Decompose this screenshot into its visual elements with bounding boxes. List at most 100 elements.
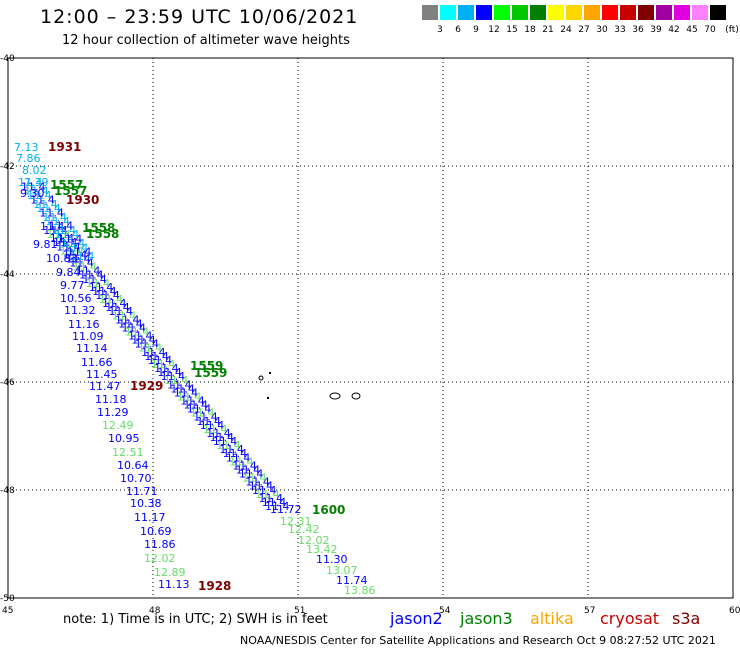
track-trail-mark: 11.4	[245, 476, 270, 489]
legend-label: 9	[473, 25, 479, 35]
lat-tick-label: -48	[0, 486, 15, 496]
track-value: 11.17	[134, 511, 166, 524]
track-trail-mark: 11.4	[64, 241, 89, 254]
track-trail-mark: 11.4	[76, 265, 101, 278]
track-trail-mark: 11.4	[73, 261, 98, 274]
track-value: 12.51	[112, 446, 144, 459]
legend-swatch	[440, 5, 456, 20]
page-subtitle: 12 hour collection of altimeter wave hei…	[62, 33, 350, 48]
legend-label: 45	[686, 25, 698, 35]
track-trail-mark: 11.4	[200, 419, 225, 432]
track-value: 12.02	[298, 534, 330, 547]
track-trail-mark: 11.4	[61, 237, 86, 250]
legend-swatch	[530, 5, 546, 20]
legend-label: 21	[542, 25, 554, 35]
satellite-name: cryosat	[600, 609, 660, 628]
track-trail-mark: 11.4	[157, 366, 182, 379]
track-value: 13.42	[306, 543, 338, 556]
track-trail-mark: 11.4	[33, 198, 58, 211]
pass-time-label: 1558	[86, 227, 119, 241]
island-outline	[267, 397, 269, 399]
pass-time-label: 1931	[48, 140, 81, 154]
pass-time-label: 1930	[66, 193, 99, 207]
track-trail-mark: 11.4	[79, 269, 104, 282]
legend-label: 33	[614, 25, 626, 35]
track-value: 10.70	[120, 472, 152, 485]
track-value: 11.09	[72, 330, 104, 343]
track-trail-mark: 11.4	[265, 500, 290, 513]
track-trail-mark: 11.4	[27, 189, 51, 202]
lon-tick-label: 57	[584, 606, 595, 616]
track-trail-mark: 11.4	[203, 423, 228, 436]
track-trail-mark: 11.4	[262, 496, 287, 509]
track-trail-mark: 11.4	[226, 451, 251, 464]
track-trail-mark: 11.4	[18, 176, 43, 189]
track-trail-mark: 11.4	[56, 240, 81, 253]
lon-tick-label: 45	[2, 606, 13, 616]
track-value: 10.69	[140, 525, 172, 538]
track-value: 7.39	[24, 176, 49, 189]
legend-swatch	[422, 5, 438, 20]
track-value: 13.07	[326, 564, 358, 577]
track-value: 12.89	[154, 566, 186, 579]
track-trail-mark: 11.4	[151, 358, 176, 371]
track-trail-mark: 11.4	[122, 321, 146, 334]
legend-label: 27	[578, 25, 590, 35]
island-outline	[329, 392, 341, 400]
lat-tick-label: -50	[0, 594, 15, 604]
track-trail-mark: 11.4	[52, 224, 77, 237]
legend-unit: (ft)	[725, 25, 739, 35]
track-trail-mark: 11.4	[49, 220, 74, 233]
legend-swatch	[548, 5, 564, 20]
track-trail-mark: 11.4	[249, 480, 274, 493]
legend-swatch	[584, 5, 600, 20]
track-value: 11.30	[316, 553, 348, 566]
legend-label: 24	[560, 25, 572, 35]
track-trail-mark: 11.4	[148, 354, 173, 367]
track-trail-mark: 11.4	[86, 277, 111, 290]
lat-tick-label: -46	[0, 378, 15, 388]
track-trail-mark: 11.4	[131, 334, 156, 347]
pass-time-label: 1559	[190, 359, 223, 373]
track-trail-mark: 11.4	[229, 455, 254, 468]
track-trail-mark: 11.4	[55, 228, 80, 241]
pass-time-label: 1557	[50, 178, 83, 192]
track-value: 11.86	[144, 538, 176, 551]
track-trail-mark: 11.4	[24, 185, 48, 198]
track-value: 10.64	[117, 459, 149, 472]
track-trail-mark: 11.4	[138, 342, 163, 355]
legend-swatch	[512, 5, 528, 20]
pass-time-label: 1600	[312, 503, 345, 517]
track-trail-mark: 11.4	[213, 435, 238, 448]
track-trail-mark: 11.4	[42, 211, 67, 224]
satellite-name: jason3	[460, 609, 513, 628]
track-value: 8.02	[22, 164, 47, 177]
page-title: 12:00 – 23:59 UTC 10/06/2021	[40, 6, 359, 28]
track-trail-mark: 11.4	[105, 301, 130, 314]
track-trail-mark: 11.4	[242, 472, 267, 485]
track-value: 11.66	[81, 356, 113, 369]
track-trail-mark: 11.4	[128, 330, 153, 343]
track-value: 10.95	[108, 432, 140, 445]
track-value: 12.31	[280, 515, 312, 528]
track-trail-mark: 11.4	[50, 232, 75, 245]
footer-credit: NOAA/NESDIS Center for Satellite Applica…	[240, 634, 716, 647]
track-trail-mark: 11.4	[206, 427, 231, 440]
legend-swatch	[602, 5, 618, 20]
island-outline	[351, 392, 361, 400]
pass-time-label: 1557	[54, 184, 87, 198]
legend-label: 3	[437, 25, 443, 35]
track-value: 11.74	[336, 574, 368, 587]
track-trail-mark: 11.4	[30, 193, 55, 206]
track-trail-mark: 11.4	[219, 443, 244, 456]
track-trail-mark: 11.4	[108, 305, 133, 318]
track-trail-mark: 11.4	[46, 215, 71, 228]
legend-swatch	[638, 5, 654, 20]
track-trail-mark: 11.4	[144, 350, 169, 363]
legend-label: 39	[650, 25, 662, 35]
lon-tick-label: 51	[294, 606, 305, 616]
legend-swatch	[458, 5, 474, 20]
track-trail-mark: 11.4	[190, 407, 215, 420]
lon-tick-label: 48	[149, 606, 161, 616]
lat-tick-label: -40	[0, 54, 15, 64]
